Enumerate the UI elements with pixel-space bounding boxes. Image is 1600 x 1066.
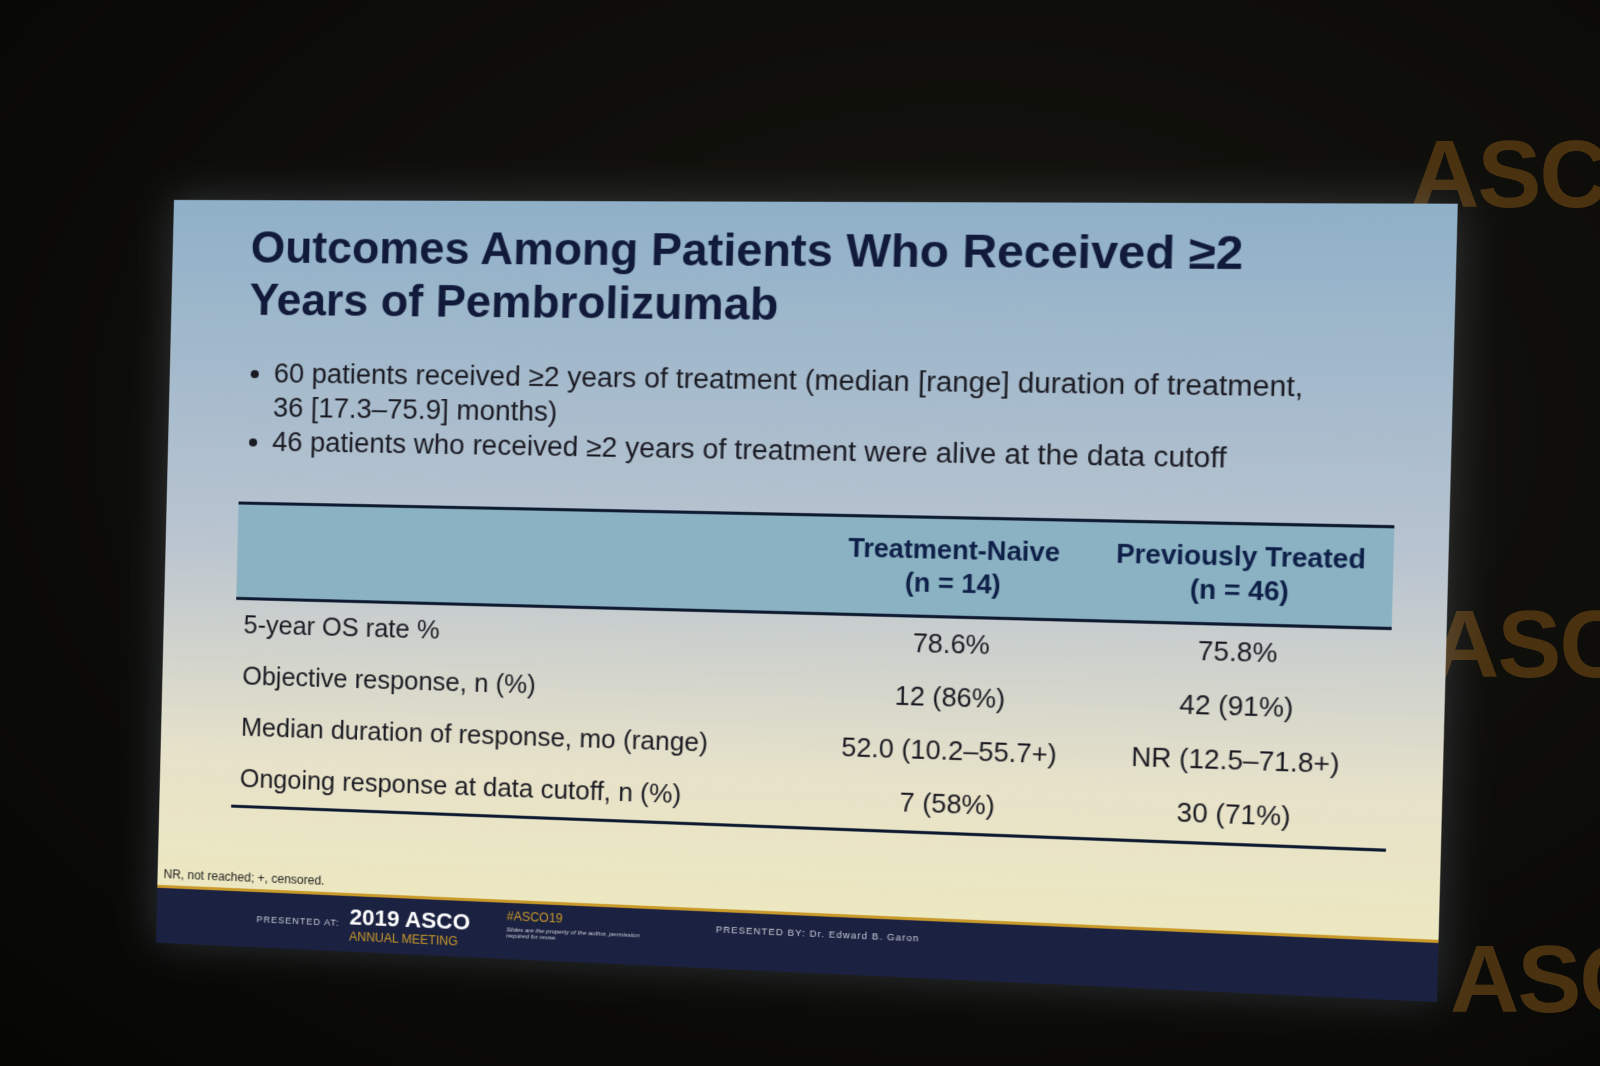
header-cell bbox=[236, 503, 821, 614]
footer: PRESENTED AT: 2019 ASCO ANNUAL MEETING #… bbox=[155, 884, 1439, 1003]
header-text: Treatment-Naive bbox=[848, 533, 1061, 568]
bullets: 60 patients received ≥2 years of treatme… bbox=[246, 356, 1344, 478]
table-cell: 42 (91%) bbox=[1179, 690, 1294, 724]
bg-logo: ASCO bbox=[1450, 926, 1600, 1033]
header-n: (n = 14) bbox=[904, 568, 1002, 600]
footnote: NR, not reached; +, censored. bbox=[163, 867, 325, 888]
presented-at: PRESENTED AT: bbox=[256, 914, 340, 928]
table-cell: 7 (58%) bbox=[899, 788, 996, 822]
table-cell: 12 (86%) bbox=[894, 681, 1006, 715]
meeting-name: ASCO bbox=[404, 906, 471, 935]
bg-logo: ASCO bbox=[1430, 591, 1600, 698]
notice: Slides are the property of the author, p… bbox=[506, 927, 640, 942]
table-cell: 78.6% bbox=[912, 629, 991, 661]
table-cell: 52.0 (10.2–55.7+) bbox=[841, 733, 1058, 770]
slide: Outcomes Among Patients Who Received ≥2 … bbox=[155, 199, 1458, 1003]
table-cell: 30 (71%) bbox=[1176, 798, 1291, 833]
hashtag: #ASCO19 bbox=[506, 908, 563, 926]
header-n: (n = 46) bbox=[1189, 575, 1290, 608]
table-body: 5-year OS rate % 78.6% 75.8% Objective resp… bbox=[231, 598, 1392, 851]
header-cell: Previously Treated (n = 46) bbox=[1087, 521, 1394, 629]
table-cell: 75.8% bbox=[1197, 636, 1278, 669]
presented-by: PRESENTED BY: Dr. Edward B. Garon bbox=[715, 924, 920, 944]
meeting-year: 2019 bbox=[349, 904, 400, 932]
slide-title: Outcomes Among Patients Who Received ≥2 … bbox=[248, 223, 1245, 331]
header-cell: Treatment-Naive (n = 14) bbox=[818, 515, 1090, 621]
header-text: Previously Treated bbox=[1115, 539, 1367, 575]
table: Treatment-Naive (n = 14) Previously Treat… bbox=[231, 501, 1395, 851]
